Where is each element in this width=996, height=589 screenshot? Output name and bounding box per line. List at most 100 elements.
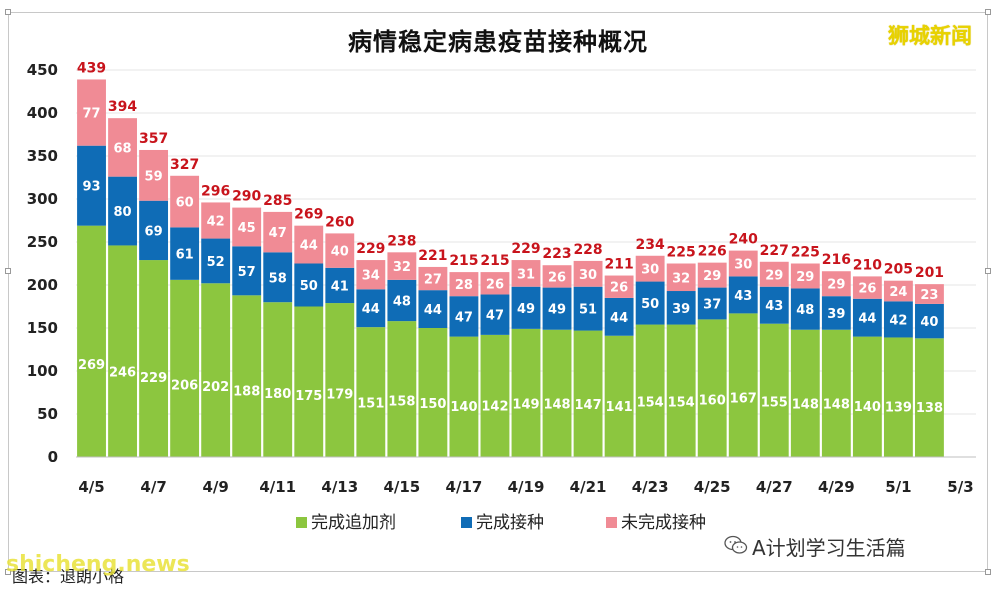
- segment-value-label: 29: [827, 278, 845, 293]
- segment-value-label: 158: [388, 394, 415, 409]
- total-value-label: 290: [232, 189, 261, 205]
- y-tick-label: 450: [27, 61, 58, 79]
- total-value-label: 229: [511, 241, 540, 257]
- total-value-label: 221: [418, 248, 447, 264]
- segment-value-label: 29: [703, 269, 721, 284]
- segment-value-label: 68: [114, 141, 132, 156]
- total-value-label: 327: [170, 157, 199, 173]
- bar-segment: [915, 284, 944, 304]
- segment-value-label: 42: [889, 313, 907, 328]
- x-tick-label: 4/19: [508, 478, 545, 496]
- x-tick-label: 4/21: [570, 478, 607, 496]
- bar-segment: [821, 271, 851, 297]
- bar-segment: [449, 296, 479, 337]
- segment-value-label: 202: [202, 380, 229, 395]
- segment-value-label: 140: [854, 400, 881, 415]
- resize-handle-bottom-right[interactable]: [985, 569, 991, 575]
- segment-value-label: 44: [362, 302, 380, 317]
- bar-segment: [356, 327, 386, 457]
- bar-segment: [108, 176, 137, 246]
- resize-handle-top-left[interactable]: [5, 9, 11, 15]
- x-tick-label: 4/5: [78, 478, 104, 496]
- bar-segment: [480, 334, 510, 457]
- resize-handle-top-right[interactable]: [985, 9, 991, 15]
- segment-value-label: 140: [450, 400, 477, 415]
- bar-segment: [542, 265, 572, 288]
- bar-segment: [666, 324, 696, 457]
- segment-value-label: 28: [455, 278, 473, 293]
- total-value-label: 228: [573, 242, 602, 258]
- total-value-label: 296: [201, 183, 230, 199]
- segment-value-label: 52: [207, 255, 225, 270]
- segment-value-label: 155: [761, 395, 788, 410]
- bar-segment: [325, 303, 355, 457]
- segment-value-label: 43: [734, 289, 752, 304]
- segment-value-label: 206: [171, 379, 198, 394]
- bar-segment: [821, 329, 851, 457]
- segment-value-label: 47: [269, 226, 287, 241]
- resize-handle-right[interactable]: [985, 268, 991, 274]
- bar-segment: [263, 302, 293, 457]
- bar-segment: [77, 145, 106, 226]
- bar-segment: [139, 200, 169, 261]
- segment-value-label: 175: [295, 389, 322, 404]
- x-tick-label: 4/29: [818, 478, 855, 496]
- bar-segment: [77, 225, 106, 457]
- bar-segment: [170, 175, 200, 228]
- segment-value-label: 179: [326, 388, 353, 403]
- bar-segment: [201, 238, 231, 284]
- bar-segment: [356, 289, 386, 328]
- total-value-label: 285: [263, 193, 292, 209]
- x-tick-label: 5/1: [885, 478, 911, 496]
- bar-segment: [915, 303, 944, 339]
- bar-segment: [511, 286, 541, 329]
- wechat-icon: [724, 535, 748, 554]
- segment-value-label: 41: [331, 279, 349, 294]
- bar-segment: [263, 252, 293, 303]
- total-value-label: 439: [77, 60, 106, 76]
- total-value-label: 223: [542, 246, 571, 262]
- bar-segment: [201, 202, 231, 239]
- total-value-label: 260: [325, 214, 354, 230]
- bar-segment: [697, 319, 727, 457]
- segment-value-label: 151: [357, 397, 384, 412]
- segment-value-label: 47: [486, 309, 504, 324]
- bar-segment: [635, 255, 665, 282]
- y-tick-label: 100: [27, 362, 58, 380]
- total-value-label: 225: [791, 245, 820, 261]
- bar-segment: [635, 324, 665, 457]
- bar-segment: [542, 287, 572, 330]
- segment-value-label: 148: [543, 398, 570, 413]
- bar-segment: [852, 298, 882, 337]
- site-watermark: shicheng.news: [6, 552, 190, 577]
- bar-segment: [604, 297, 634, 336]
- segment-value-label: 26: [610, 281, 628, 296]
- legend-label: 完成追加剂: [311, 513, 396, 533]
- total-value-label: 211: [604, 257, 633, 273]
- segment-value-label: 77: [82, 107, 100, 122]
- bar-segment: [139, 149, 169, 201]
- resize-handle-left[interactable]: [5, 268, 11, 274]
- bar-segment: [108, 118, 137, 177]
- y-tick-label: 250: [27, 233, 58, 251]
- total-value-label: 210: [853, 257, 882, 273]
- segment-value-label: 43: [765, 299, 783, 314]
- legend-swatch: [296, 517, 307, 528]
- resize-handle-bottom-left[interactable]: [5, 569, 11, 575]
- y-tick-label: 300: [27, 190, 58, 208]
- bar-segment: [325, 233, 355, 268]
- segment-value-label: 49: [548, 303, 566, 318]
- bar-segment: [418, 290, 448, 328]
- chart-title: 病情稳定病患疫苗接种概况: [348, 28, 648, 56]
- segment-value-label: 39: [672, 302, 690, 317]
- bar-segment: [728, 313, 758, 457]
- segment-value-label: 48: [796, 303, 814, 318]
- segment-value-label: 154: [668, 396, 695, 411]
- segment-value-label: 40: [920, 315, 938, 330]
- legend-swatch: [606, 517, 617, 528]
- x-tick-label: 4/11: [259, 478, 296, 496]
- segment-value-label: 44: [610, 311, 628, 326]
- y-tick-label: 200: [27, 276, 58, 294]
- segment-value-label: 44: [300, 239, 318, 254]
